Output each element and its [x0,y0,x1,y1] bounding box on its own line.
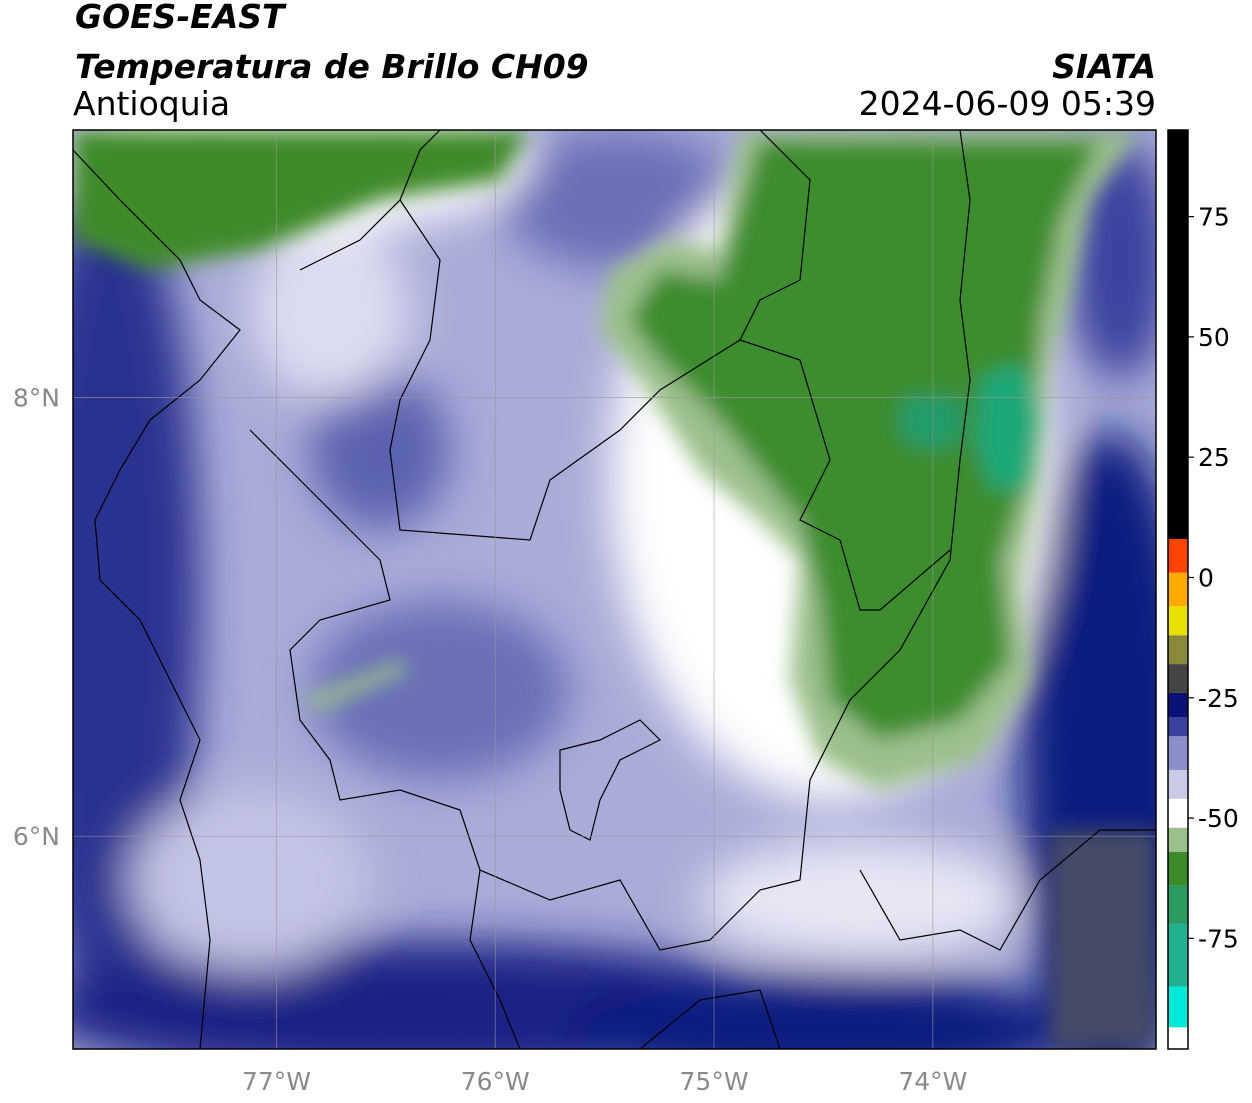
colorbar-segment [1168,827,1188,852]
map-frame [72,129,1157,1050]
colorbar-tick-label: 25 [1198,443,1230,472]
colorbar-segment [1168,635,1188,665]
borders [73,130,1156,1049]
title: GOES-EAST [75,0,287,36]
source: SIATA [1052,47,1156,86]
x-tick-label: 75°W [680,1067,749,1096]
colorbar-segment [1168,1027,1188,1049]
x-tick-label: 77°W [242,1067,311,1096]
x-tick-label: 74°W [898,1067,967,1096]
satellite-image [73,130,1156,1049]
colorbar-tick-label: 50 [1198,323,1230,352]
colorbar-segment [1168,692,1188,718]
region: Antioquia [73,84,230,123]
colorbar-tick-label: -25 [1198,684,1239,713]
colorbar-tick-label: -50 [1198,804,1239,833]
colorbar-tick-label: 0 [1198,563,1214,592]
colorbar-segment [1168,986,1188,1028]
colorbar-segment [1168,717,1188,737]
colorbar-segment [1168,885,1188,924]
colorbar-segment [1168,851,1188,886]
colorbar-segment [1168,798,1188,828]
colorbar-frame [1167,129,1189,1050]
subtitle: Temperatura de Brillo CH09 [75,47,589,86]
y-tick-label: 6°N [13,822,60,851]
y-tick-label: 8°N [13,384,60,413]
colorbar-segment [1168,923,1188,987]
colorbar-segment [1168,664,1188,693]
colorbar-segment [1168,736,1188,770]
colorbar-segment [1168,572,1188,607]
colorbar-tick-label: 75 [1198,203,1230,232]
colorbar-tick-label: -75 [1198,924,1239,953]
colorbar-segment [1168,769,1188,799]
colorbar-segment [1168,130,1188,539]
colorbar-segment [1168,606,1188,636]
colorbar-segment [1168,538,1188,573]
datetime: 2024-06-09 05:39 [859,84,1156,123]
x-tick-label: 76°W [461,1067,530,1096]
